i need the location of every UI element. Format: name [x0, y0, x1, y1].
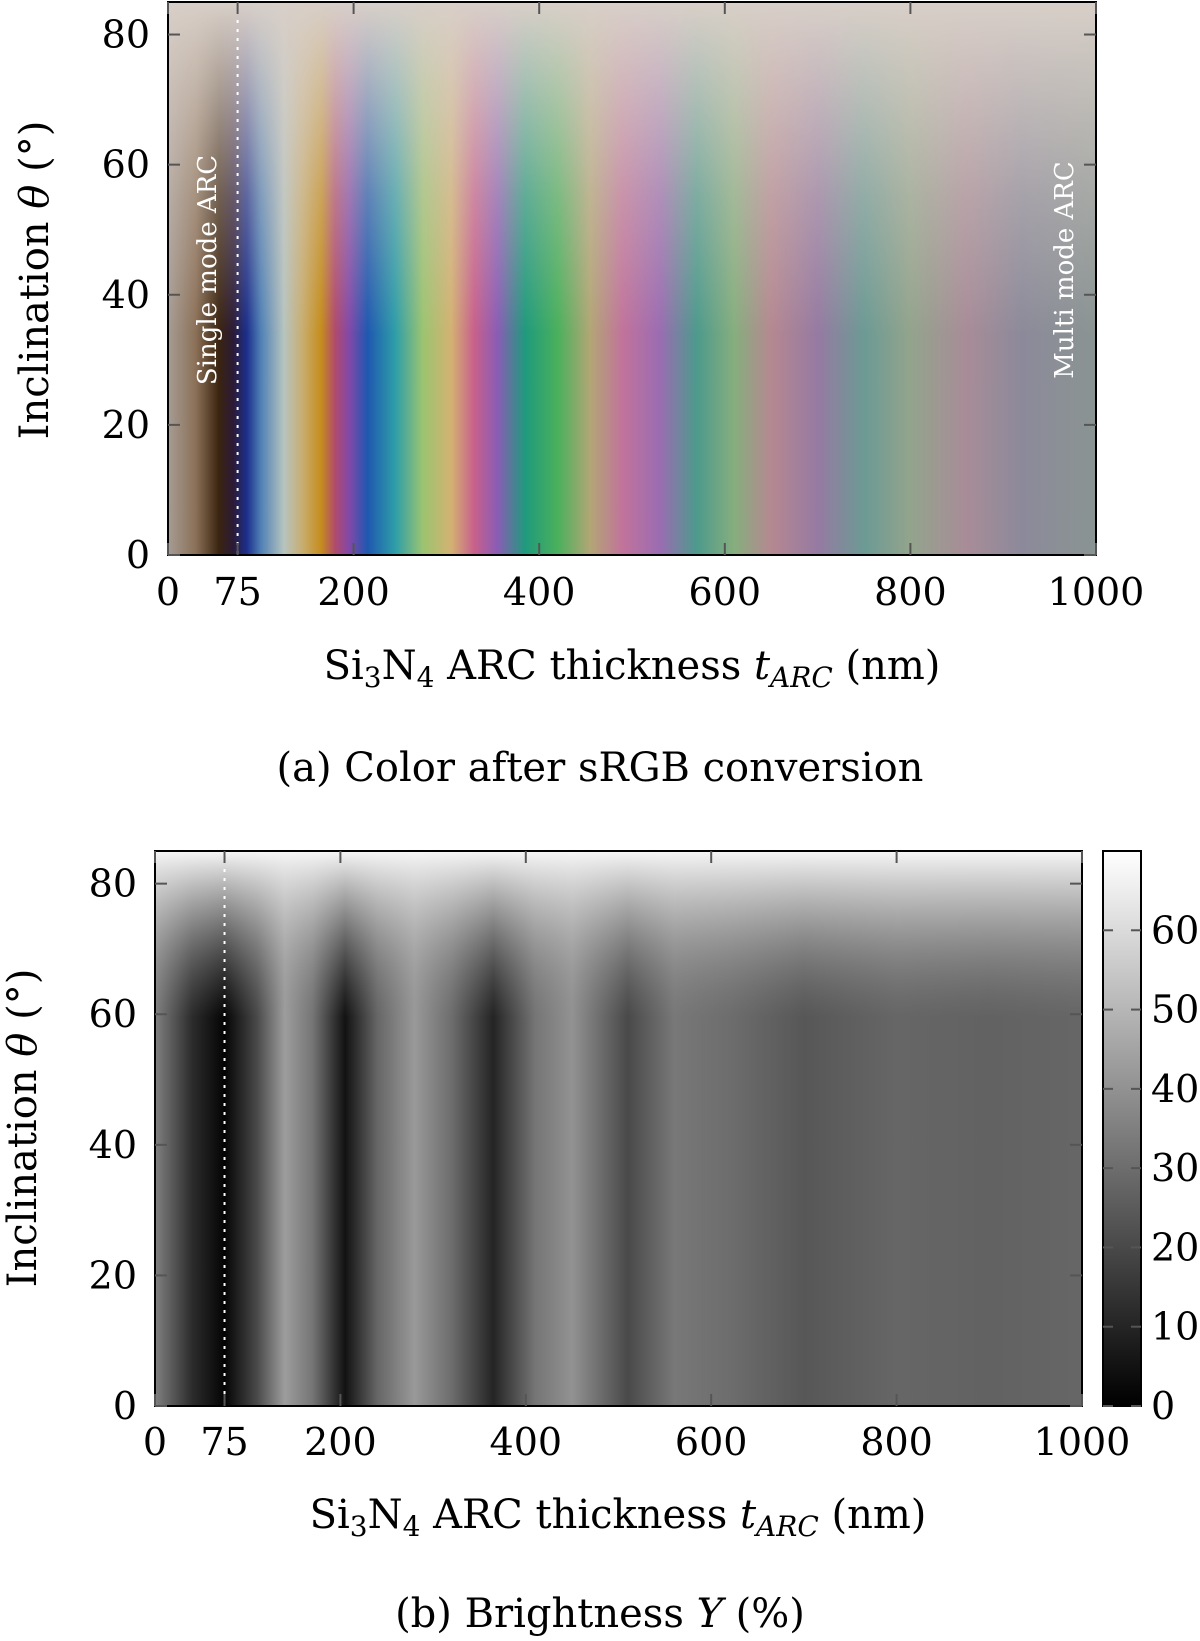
- x-tick-labels-a: 0 75 200 400 600 800 1000: [156, 570, 1144, 614]
- colorbar-tick-label: 30: [1151, 1146, 1199, 1190]
- y-tick-label: 60: [102, 143, 150, 187]
- colorbar-frame: [1102, 850, 1142, 1407]
- y-tick-label: 60: [89, 992, 137, 1036]
- panel-a: Single mode ARC Multi mode ARC 0 75 200 400…: [12, 1, 1144, 791]
- colorbar-tick-label: 10: [1151, 1305, 1199, 1349]
- x-tick-label: 600: [689, 570, 762, 614]
- x-tick-label: 400: [503, 570, 576, 614]
- y-tick-label: 20: [102, 403, 150, 447]
- x-tick-label: 200: [317, 570, 390, 614]
- y-tick-label: 40: [89, 1123, 137, 1167]
- colorbar-ticks: [1103, 929, 1141, 1407]
- y-axis-label-a: Inclination θ (°): [12, 121, 58, 440]
- caption-b: (b) Brightness Y (%): [395, 1591, 805, 1637]
- x-tick-label: 600: [675, 1420, 748, 1464]
- x-tick-label: 75: [213, 570, 261, 614]
- x-axis-label-b: Si3N4 ARC thickness tARC (nm): [310, 1492, 927, 1543]
- y-tick-label: 40: [102, 273, 150, 317]
- x-tick-label: 800: [860, 1420, 933, 1464]
- x-tick-label: 75: [200, 1420, 248, 1464]
- y-tick-label: 20: [89, 1253, 137, 1297]
- x-tick-label: 1000: [1048, 570, 1145, 614]
- x-axis-label-a: Si3N4 ARC thickness tARC (nm): [324, 643, 941, 694]
- y-tick-label: 0: [113, 1384, 137, 1428]
- x-tick-label: 400: [490, 1420, 563, 1464]
- x-tick-label: 200: [304, 1420, 377, 1464]
- x-tick-label: 0: [156, 570, 180, 614]
- colorbar-tick-label: 60: [1151, 908, 1199, 952]
- x-tick-labels-b: 0 75 200 400 600 800 1000: [143, 1420, 1130, 1464]
- colorbar-tick-label: 20: [1151, 1225, 1199, 1269]
- heatmap-a-top-fade: [168, 2, 1096, 555]
- y-axis-label-b: Inclination θ (°): [0, 969, 46, 1288]
- colorbar: [1103, 851, 1141, 1406]
- x-tick-label: 0: [143, 1420, 167, 1464]
- annotation-single-mode: Single mode ARC: [193, 155, 223, 385]
- colorbar-tick-label: 0: [1151, 1384, 1175, 1428]
- tick-marks-a: [167, 2, 1097, 556]
- panel-b: 0 75 200 400 600 800 1000 0 20 40 60 80 0 10 20 30 40 5…: [0, 850, 1199, 1637]
- plot-frame-a: [167, 1, 1097, 556]
- y-tick-label: 80: [89, 862, 137, 906]
- x-tick-label: 1000: [1034, 1420, 1131, 1464]
- plot-frame-b: [154, 850, 1083, 1407]
- colorbar-tick-label: 40: [1151, 1067, 1199, 1111]
- heatmap-b-top-fade: [155, 851, 1082, 1406]
- y-tick-label: 80: [102, 13, 150, 57]
- colorbar-tick-label: 50: [1151, 988, 1199, 1032]
- x-tick-label: 800: [874, 570, 947, 614]
- annotation-multi-mode: Multi mode ARC: [1050, 161, 1080, 379]
- caption-a: (a) Color after sRGB conversion: [277, 745, 924, 791]
- y-tick-label: 0: [126, 533, 150, 577]
- colorbar-tick-labels: 0 10 20 30 40 50 60: [1151, 908, 1199, 1428]
- y-tick-labels-a: 0 20 40 60 80: [102, 13, 150, 577]
- tick-marks-b: [154, 851, 1083, 1407]
- y-tick-labels-b: 0 20 40 60 80: [89, 862, 137, 1428]
